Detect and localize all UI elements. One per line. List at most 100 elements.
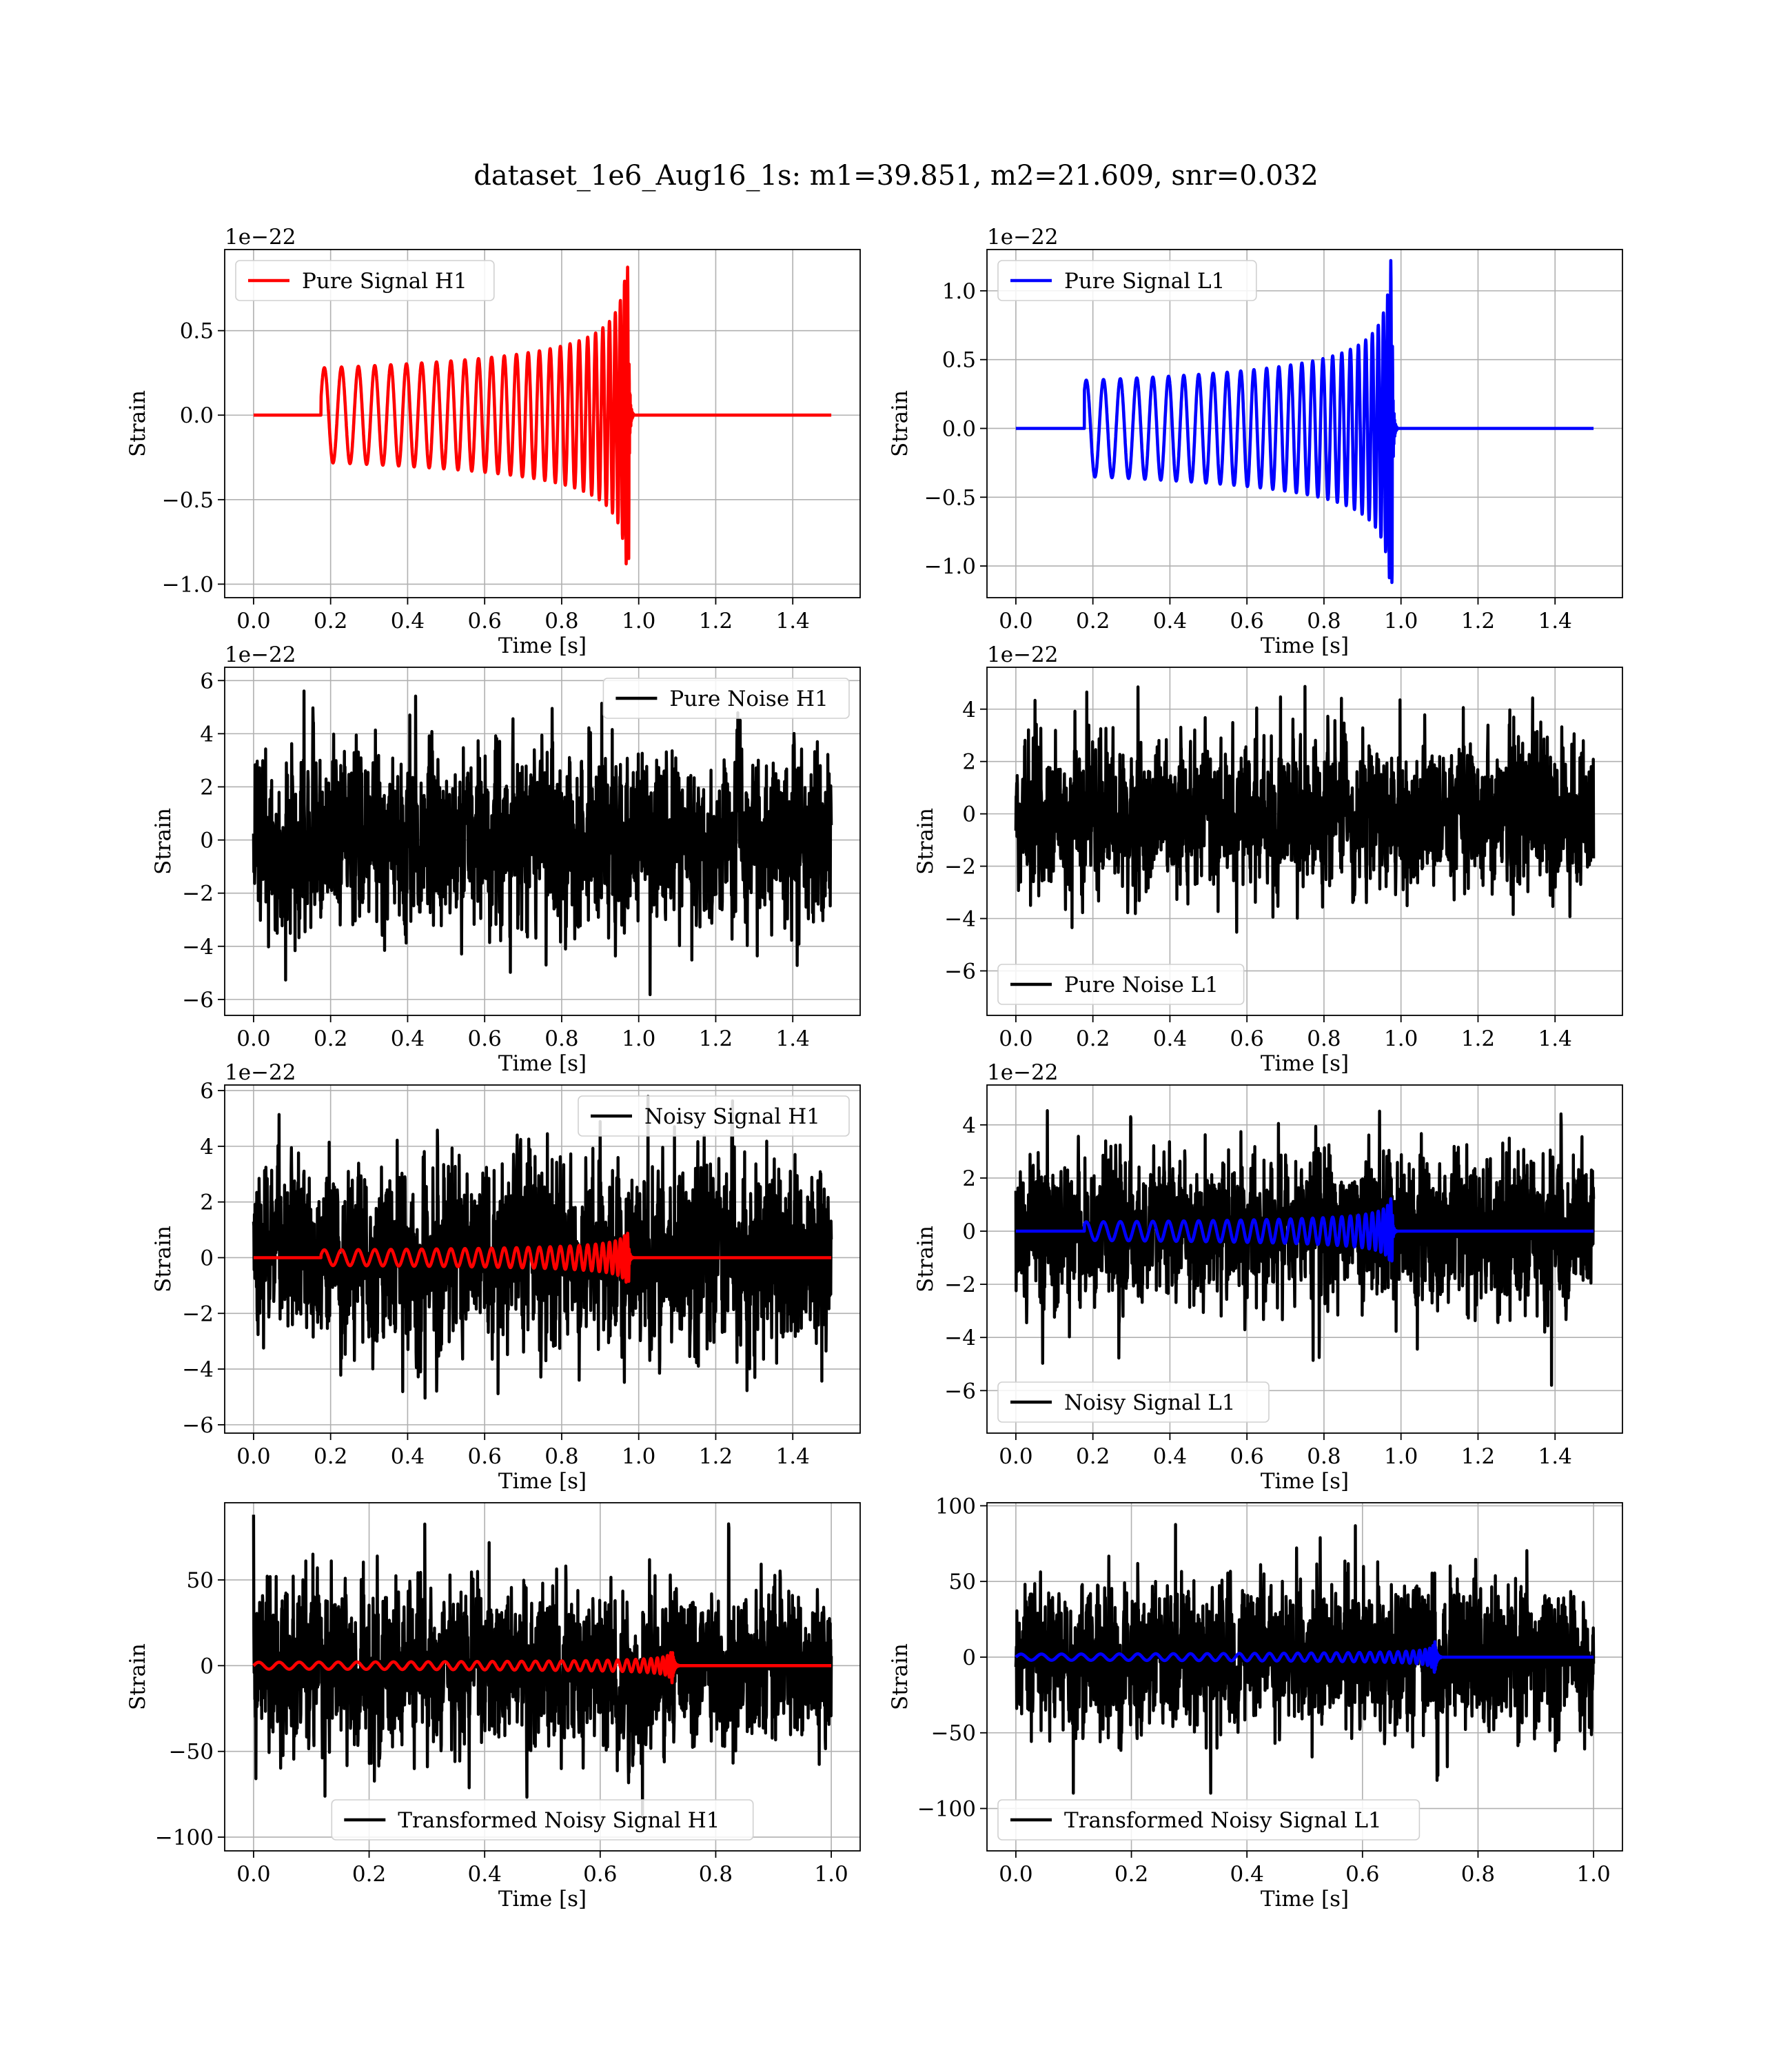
y-tick-label: −1.0	[924, 554, 976, 579]
y-tick-label: 0	[200, 1654, 214, 1679]
x-tick-label: 0.2	[1076, 609, 1110, 633]
y-tick-label: 4	[962, 698, 976, 722]
legend: Pure Noise L1	[997, 964, 1245, 1005]
offset-label: 1e−22	[987, 225, 1059, 250]
offset-label: 1e−22	[225, 642, 296, 667]
noise-series-line	[252, 689, 833, 997]
x-tick-label: 0.6	[468, 1444, 502, 1469]
y-tick-label: 2	[962, 750, 976, 775]
y-tick-label: −4	[182, 935, 214, 960]
x-tick-label: 1.2	[699, 609, 733, 633]
y-tick-label: 0	[962, 1645, 976, 1670]
legend-box	[997, 964, 1245, 1005]
x-tick-label: 0.4	[1153, 1026, 1187, 1051]
x-tick-label: 1.0	[1384, 1026, 1418, 1051]
axes-frame	[986, 667, 1623, 1016]
x-tick-label: 0.4	[1230, 1862, 1264, 1887]
x-tick-label: 1.4	[1538, 1026, 1572, 1051]
legend: Pure Signal H1	[235, 260, 495, 301]
y-tick-label: 4	[962, 1113, 976, 1138]
legend-box	[235, 260, 495, 301]
x-tick-label: 0.2	[314, 609, 347, 633]
x-tick-label: 1.0	[622, 1026, 655, 1051]
y-tick-label: 0	[200, 1246, 214, 1270]
x-axis-label: Time [s]	[1261, 1887, 1349, 1912]
figure-title: dataset_1e6_Aug16_1s: m1=39.851, m2=21.6…	[474, 160, 1318, 192]
x-tick-label: 0.2	[1114, 1862, 1148, 1887]
x-tick-label: 0.2	[1076, 1444, 1110, 1469]
x-tick-label: 1.4	[1538, 1444, 1572, 1469]
x-tick-label: 0.4	[391, 1026, 425, 1051]
legend: Transformed Noisy Signal L1	[997, 1799, 1421, 1841]
x-tick-label: 0.4	[391, 1444, 425, 1469]
x-tick-label: 1.2	[699, 1444, 733, 1469]
x-axis-label: Time [s]	[498, 1887, 587, 1912]
y-tick-label: 50	[187, 1568, 214, 1593]
subplot-7: 0.0 0.2 0.4 0.6 0.8 1.0 −100 −50 0 50 Time [s] Stra…	[125, 1502, 861, 1912]
x-tick-label: 0.2	[314, 1444, 347, 1469]
legend-label: Noisy Signal L1	[1064, 1390, 1236, 1415]
x-axis-label: Time [s]	[1261, 1051, 1349, 1076]
subplot-8: 0.0 0.2 0.4 0.6 0.8 1.0 −100 −50 0 50 100 Time [s] S…	[888, 1494, 1623, 1912]
y-tick-label: −100	[917, 1797, 976, 1822]
y-tick-label: 0	[200, 829, 214, 853]
legend-box	[578, 1095, 850, 1137]
y-tick-label: −0.5	[162, 488, 214, 513]
x-tick-label: 0.0	[999, 1026, 1032, 1051]
x-tick-label: 0.8	[1307, 1026, 1341, 1051]
x-tick-label: 1.0	[814, 1862, 848, 1887]
x-tick-label: 1.0	[1576, 1862, 1610, 1887]
x-tick-label: 0.6	[468, 609, 502, 633]
y-tick-label: −4	[182, 1357, 214, 1382]
x-tick-label: 1.0	[1384, 1444, 1418, 1469]
signal-series-line	[1014, 1640, 1596, 1674]
signal-series-line	[252, 1651, 833, 1685]
x-tick-label: 0.4	[468, 1862, 502, 1887]
y-axis-label: Strain	[151, 808, 176, 875]
x-tick-label: 0.0	[999, 1862, 1032, 1887]
x-tick-label: 0.8	[699, 1862, 733, 1887]
noise-series-line	[252, 1095, 833, 1400]
y-tick-label: 0.5	[942, 348, 976, 373]
x-axis-label: Time [s]	[1261, 633, 1349, 658]
legend-box	[331, 1799, 754, 1841]
x-tick-label: 1.0	[622, 1444, 655, 1469]
axes-frame	[224, 1084, 861, 1434]
x-tick-label: 1.2	[1461, 1444, 1495, 1469]
signal-series-line	[1014, 1197, 1596, 1263]
y-tick-label: 0.0	[180, 403, 214, 428]
x-tick-label: 0.4	[1153, 609, 1187, 633]
y-tick-label: −4	[944, 1326, 976, 1350]
legend-label: Transformed Noisy Signal H1	[398, 1808, 720, 1833]
subplot-2: 0.0 0.2 0.4 0.6 0.8 1.0 1.2 1.4 −1.0 −0.5 0.0 0.5 1.…	[888, 225, 1623, 658]
offset-label: 1e−22	[225, 1060, 296, 1085]
x-tick-label: 0.8	[544, 609, 578, 633]
legend-label: Pure Noise L1	[1064, 973, 1219, 997]
x-tick-label: 1.4	[776, 1444, 810, 1469]
signal-series-line	[252, 1231, 833, 1284]
y-tick-label: 0	[962, 802, 976, 827]
subplot-4: 0.0 0.2 0.4 0.6 0.8 1.0 1.2 1.4 −6 −4 −2 0 2 4 Time [s…	[913, 642, 1623, 1076]
x-tick-label: 0.2	[352, 1862, 386, 1887]
y-tick-label: −2	[182, 1301, 214, 1326]
x-tick-label: 0.0	[999, 609, 1032, 633]
x-tick-label: 0.6	[1230, 1026, 1264, 1051]
x-tick-label: 0.0	[999, 1444, 1032, 1469]
y-tick-label: −50	[931, 1721, 976, 1746]
y-tick-label: −2	[944, 1273, 976, 1297]
y-tick-label: −2	[944, 855, 976, 880]
noise-series-line	[252, 1514, 833, 1817]
x-tick-label: 0.2	[314, 1026, 347, 1051]
plot-area	[252, 1514, 833, 1817]
plot-area	[252, 265, 833, 566]
x-axis-label: Time [s]	[498, 1469, 587, 1494]
x-tick-label: 1.0	[1384, 609, 1418, 633]
y-tick-label: 2	[962, 1166, 976, 1191]
offset-label: 1e−22	[987, 642, 1059, 667]
y-axis-label: Strain	[888, 1643, 913, 1710]
x-tick-label: 1.2	[1461, 1026, 1495, 1051]
plot-area	[1014, 1109, 1596, 1387]
x-tick-label: 1.4	[1538, 609, 1572, 633]
axes-frame	[224, 249, 861, 598]
